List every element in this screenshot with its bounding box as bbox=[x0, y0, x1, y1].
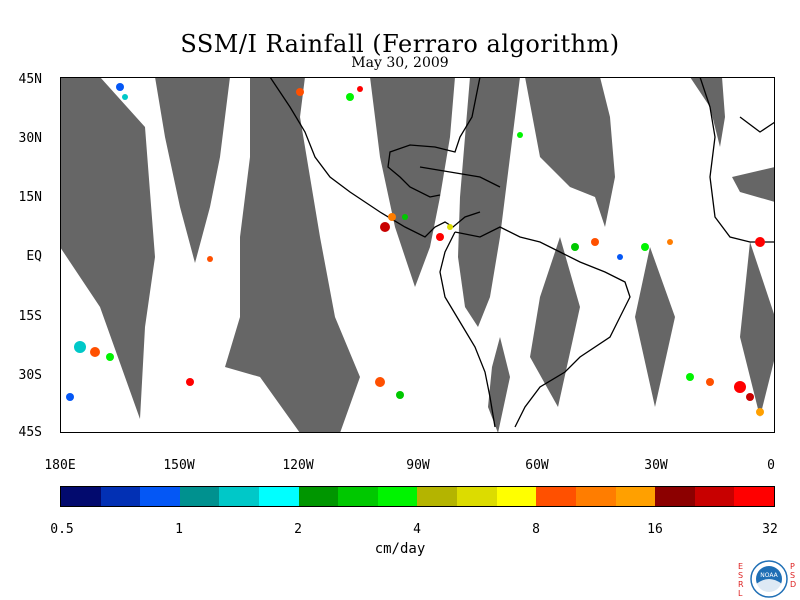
noaa-logo-text: NOAA bbox=[760, 572, 778, 579]
colorbar-segment-13 bbox=[575, 487, 616, 506]
colorbar-segment-0 bbox=[61, 487, 101, 506]
colorbar-segment-5 bbox=[259, 487, 299, 506]
colorbar-units: cm/day bbox=[374, 541, 426, 557]
lon-label-180e: 180E bbox=[44, 458, 76, 473]
lat-label-30n: 30N bbox=[18, 131, 42, 146]
lon-label-0: 0 bbox=[767, 458, 775, 473]
colorbar-segment-8 bbox=[377, 487, 418, 506]
lon-label-90w: 90W bbox=[406, 458, 430, 473]
colorbar-segment-4 bbox=[219, 487, 260, 506]
colorbar-segment-10 bbox=[457, 487, 497, 506]
no-data-swaths bbox=[60, 77, 775, 433]
colorbar-tick-0.5: 0.5 bbox=[50, 522, 74, 537]
colorbar-segment-15 bbox=[655, 487, 695, 506]
colorbar-tick-8: 8 bbox=[532, 522, 540, 537]
colorbar-segment-6 bbox=[298, 487, 339, 506]
colorbar-segment-14 bbox=[615, 487, 656, 506]
colorbar-tick-2: 2 bbox=[294, 522, 302, 537]
lon-label-30w: 30W bbox=[644, 458, 668, 473]
colorbar-segment-16 bbox=[694, 487, 735, 506]
colorbar-segment-2 bbox=[140, 487, 180, 506]
lat-label-45s: 45S bbox=[18, 425, 42, 440]
colorbar-tick-1: 1 bbox=[175, 522, 183, 537]
map-date: May 30, 2009 bbox=[351, 55, 449, 71]
lat-label-eq: EQ bbox=[26, 249, 42, 264]
lat-label-45n: 45N bbox=[18, 72, 42, 87]
colorbar-segment-9 bbox=[417, 487, 458, 506]
colorbar-segment-17 bbox=[734, 487, 774, 506]
map-title: SSM/I Rainfall (Ferraro algorithm) bbox=[180, 30, 620, 58]
lon-label-150w: 150W bbox=[163, 458, 195, 473]
colorbar-segment-3 bbox=[179, 487, 220, 506]
colorbar-tick-4: 4 bbox=[413, 522, 421, 537]
rain-patches bbox=[66, 83, 765, 416]
lat-label-30s: 30S bbox=[18, 368, 42, 383]
colorbar-segment-11 bbox=[496, 487, 537, 506]
colorbar-segment-12 bbox=[536, 487, 576, 506]
lon-label-120w: 120W bbox=[282, 458, 314, 473]
lat-label-15n: 15N bbox=[18, 190, 42, 205]
colorbar-segment-7 bbox=[338, 487, 378, 506]
colorbar-tick-32: 32 bbox=[762, 522, 778, 537]
noaa-logo-icon: NOAA bbox=[750, 560, 788, 598]
colorbar-segment-1 bbox=[100, 487, 141, 506]
colorbar-tick-16: 16 bbox=[647, 522, 663, 537]
rainfall-map bbox=[60, 77, 775, 433]
colorbar bbox=[60, 486, 775, 507]
lon-label-60w: 60W bbox=[525, 458, 549, 473]
lat-label-15s: 15S bbox=[18, 309, 42, 324]
